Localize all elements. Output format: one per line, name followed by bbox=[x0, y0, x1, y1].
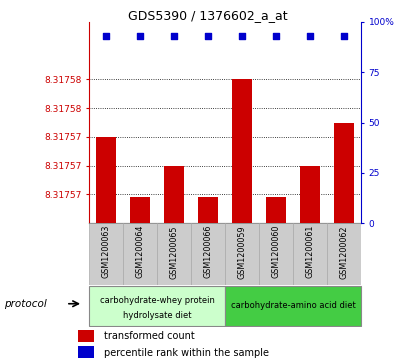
Point bbox=[273, 33, 279, 39]
Point bbox=[171, 33, 178, 39]
Text: hydrolysate diet: hydrolysate diet bbox=[123, 310, 191, 319]
Bar bbox=[78, 330, 94, 342]
Text: GSM1200060: GSM1200060 bbox=[271, 225, 281, 278]
Text: GSM1200062: GSM1200062 bbox=[339, 225, 349, 278]
Text: percentile rank within the sample: percentile rank within the sample bbox=[104, 347, 269, 358]
Bar bbox=[78, 346, 94, 358]
Text: GDS5390 / 1376602_a_at: GDS5390 / 1376602_a_at bbox=[128, 9, 287, 22]
Text: transformed count: transformed count bbox=[104, 331, 195, 341]
Point bbox=[205, 33, 212, 39]
FancyBboxPatch shape bbox=[123, 223, 157, 285]
Point bbox=[307, 33, 313, 39]
Bar bbox=[232, 79, 252, 223]
FancyBboxPatch shape bbox=[89, 223, 123, 285]
Point bbox=[341, 33, 347, 39]
Text: GSM1200064: GSM1200064 bbox=[136, 225, 145, 278]
Bar bbox=[164, 166, 184, 223]
Text: GSM1200061: GSM1200061 bbox=[305, 225, 315, 278]
Bar bbox=[130, 197, 150, 223]
FancyBboxPatch shape bbox=[157, 223, 191, 285]
Text: GSM1200066: GSM1200066 bbox=[204, 225, 212, 278]
Bar bbox=[300, 166, 320, 223]
Text: protocol: protocol bbox=[4, 299, 47, 309]
FancyBboxPatch shape bbox=[225, 286, 361, 326]
Bar bbox=[198, 197, 218, 223]
Text: GSM1200063: GSM1200063 bbox=[102, 225, 111, 278]
FancyBboxPatch shape bbox=[225, 223, 259, 285]
Bar bbox=[266, 197, 286, 223]
Point bbox=[239, 33, 245, 39]
Point bbox=[103, 33, 110, 39]
Bar bbox=[96, 137, 116, 223]
Text: carbohydrate-whey protein: carbohydrate-whey protein bbox=[100, 296, 215, 305]
Text: GSM1200059: GSM1200059 bbox=[238, 225, 247, 279]
Text: carbohydrate-amino acid diet: carbohydrate-amino acid diet bbox=[231, 301, 356, 310]
FancyBboxPatch shape bbox=[259, 223, 293, 285]
Point bbox=[137, 33, 144, 39]
Bar bbox=[334, 123, 354, 223]
FancyBboxPatch shape bbox=[293, 223, 327, 285]
FancyBboxPatch shape bbox=[327, 223, 361, 285]
Text: GSM1200065: GSM1200065 bbox=[170, 225, 179, 278]
FancyBboxPatch shape bbox=[191, 223, 225, 285]
FancyBboxPatch shape bbox=[89, 286, 225, 326]
